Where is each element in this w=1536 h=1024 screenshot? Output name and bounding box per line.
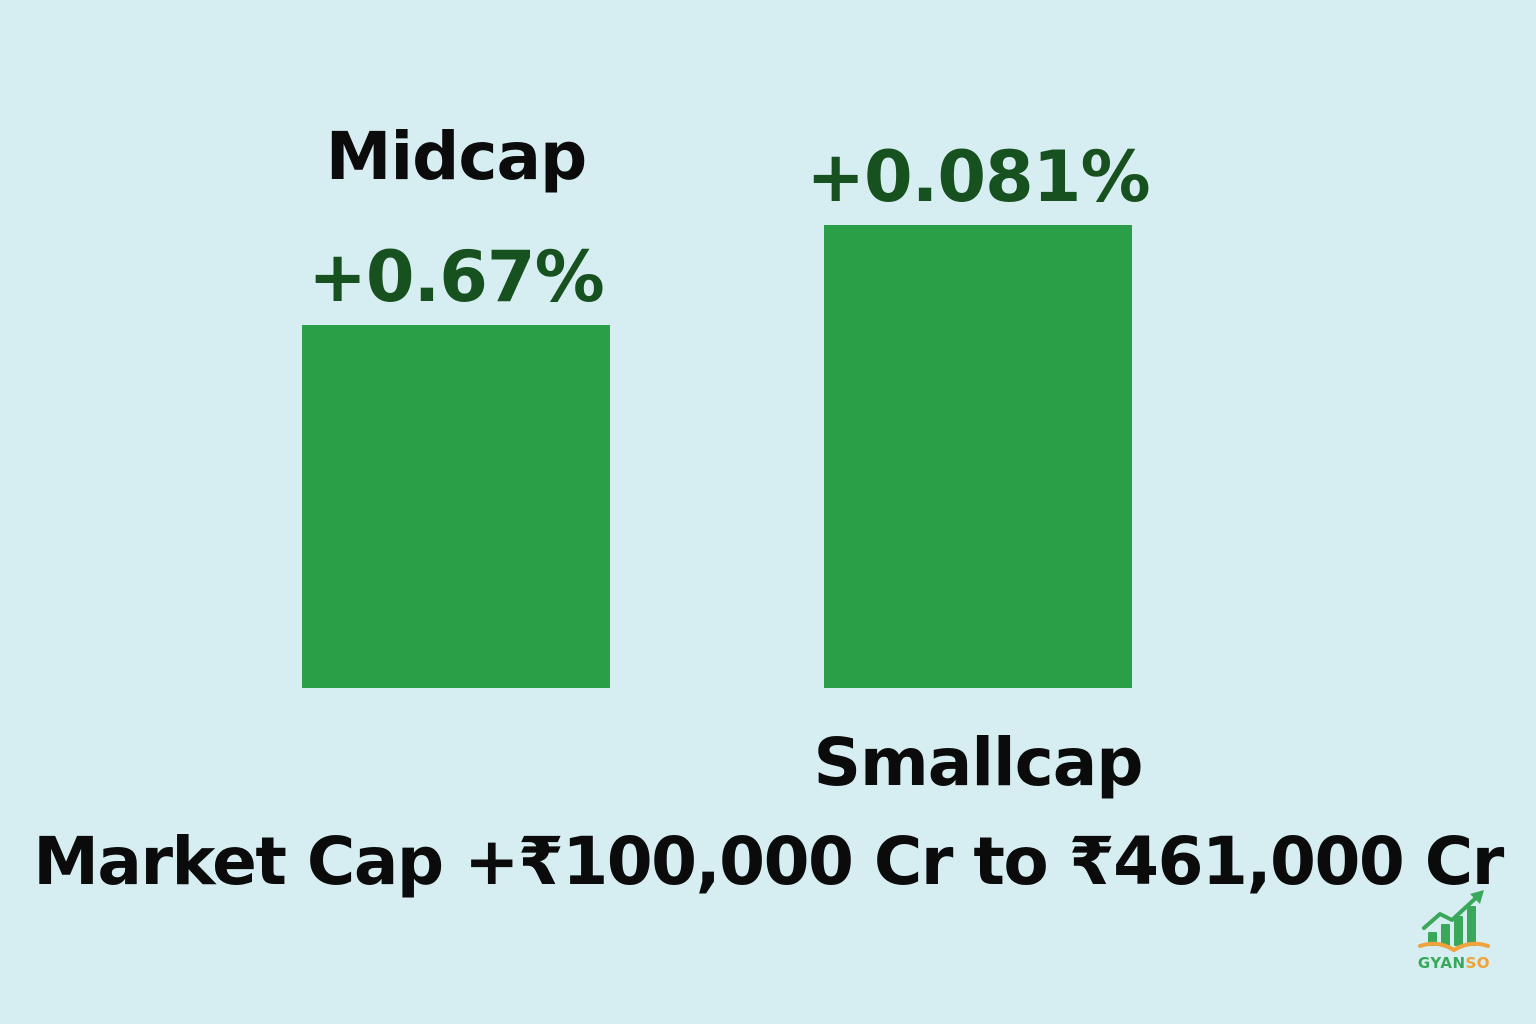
- logo-bar-3: [1454, 916, 1463, 946]
- growth-chart-book-icon: [1418, 890, 1490, 952]
- data-label-midcap: +0.67%: [308, 236, 604, 318]
- logo-book-right: [1452, 941, 1490, 952]
- logo-wordmark: GYANSO: [1406, 956, 1502, 971]
- brand-logo: GYANSO: [1406, 888, 1502, 980]
- logo-wordmark-part-1: GYAN: [1417, 954, 1466, 972]
- logo-wordmark-part-2: SO: [1465, 954, 1491, 972]
- category-label-midcap: Midcap: [325, 118, 587, 195]
- bar-smallcap: [824, 225, 1132, 688]
- bar-group: [302, 225, 1132, 688]
- x-axis-label: Market Cap +₹100,000 Cr to ₹461,000 Cr: [33, 823, 1504, 900]
- bar-midcap: [302, 325, 610, 688]
- logo-bar-2: [1441, 924, 1450, 946]
- logo-bar-4: [1467, 906, 1476, 946]
- data-label-smallcap: +0.081%: [806, 136, 1150, 218]
- logo-trend-line: [1422, 894, 1480, 930]
- logo-book-left: [1418, 941, 1456, 952]
- category-label-smallcap: Smallcap: [813, 724, 1144, 801]
- logo-trend-arrowhead: [1470, 890, 1484, 904]
